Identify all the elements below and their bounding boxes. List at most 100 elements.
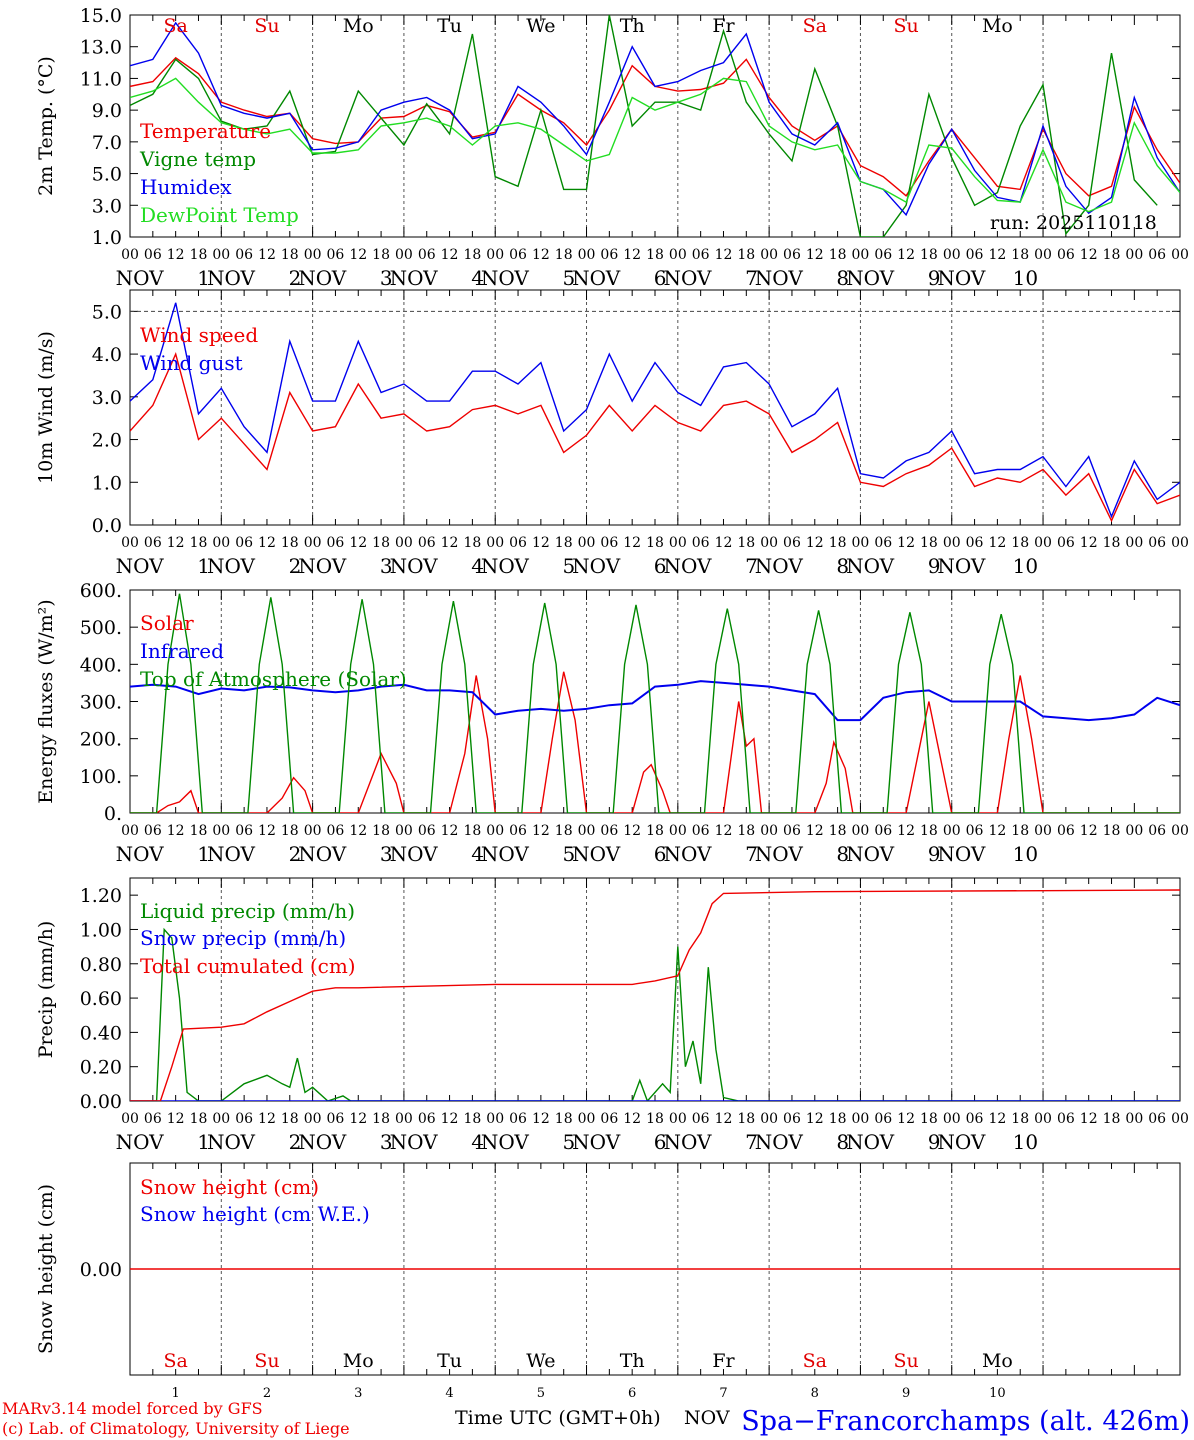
hour-label: 06 <box>235 1111 253 1127</box>
legend-humidex: Humidex <box>140 175 232 199</box>
panels: 1.03.05.07.09.011.013.015.02m Temp. (°C)… <box>35 5 1189 1401</box>
hour-label: 12 <box>806 1111 824 1127</box>
hour-label: 00 <box>212 247 230 263</box>
hour-label: 12 <box>349 247 367 263</box>
hour-label: 12 <box>897 535 915 551</box>
date-month-label: NOV <box>481 1130 530 1154</box>
hour-label: 18 <box>281 247 299 263</box>
hour-label: 00 <box>943 535 961 551</box>
hour-label: 12 <box>806 823 824 839</box>
hour-label: 06 <box>692 535 710 551</box>
hour-label: 18 <box>737 823 755 839</box>
hour-label: 00 <box>1125 823 1143 839</box>
hour-label: 00 <box>943 247 961 263</box>
date-month-label: NOV <box>116 266 165 290</box>
date-day-label: 6 <box>654 266 667 290</box>
hour-label: 12 <box>532 535 550 551</box>
legend-liquid-precip-mm-h-: Liquid precip (mm/h) <box>140 899 355 923</box>
date-month-label: NOV <box>663 554 712 578</box>
hour-label: 00 <box>304 247 322 263</box>
weekday-label: Tu <box>437 1350 462 1372</box>
y-tick-label: 0.80 <box>80 954 122 976</box>
hour-label: 06 <box>509 823 527 839</box>
hour-label: 18 <box>555 247 573 263</box>
date-month-label: NOV <box>298 554 347 578</box>
hour-label: 06 <box>235 535 253 551</box>
panel-5: 0.00 Snow height (cm) Snow height (cm) Snow… <box>35 1162 1181 1401</box>
date-day-label: 4 <box>471 554 484 578</box>
hour-label: 18 <box>1011 535 1029 551</box>
date-day-label: 2 <box>289 554 302 578</box>
date-month-label: NOV <box>116 842 165 866</box>
hour-label: 18 <box>1011 1111 1029 1127</box>
y-tick-label: 0.00 <box>80 1259 122 1281</box>
date-month-label: NOV <box>755 842 804 866</box>
hour-label: 00 <box>1125 1111 1143 1127</box>
date-month-label: NOV <box>937 842 986 866</box>
hour-label: 18 <box>281 823 299 839</box>
hour-label: 12 <box>349 1111 367 1127</box>
hour-label: 00 <box>852 247 870 263</box>
date-day-label: 10 <box>1013 1130 1038 1154</box>
series-line-vigne-temp <box>130 15 1158 237</box>
hour-label: 00 <box>121 823 139 839</box>
hour-label: 12 <box>532 247 550 263</box>
hour-label: 06 <box>1148 247 1166 263</box>
hour-label: 00 <box>212 823 230 839</box>
hour-label: 06 <box>418 535 436 551</box>
y-axis-label: Snow height (cm) <box>35 1184 57 1354</box>
hour-label: 12 <box>1080 247 1098 263</box>
hour-label: 00 <box>669 1111 687 1127</box>
y-tick-label: 500. <box>80 617 122 639</box>
y-tick-label: 13.0 <box>80 37 122 59</box>
hour-label: 06 <box>235 247 253 263</box>
series-line-wind-gust <box>130 302 1180 519</box>
date-month-label: NOV <box>663 1130 712 1154</box>
date-day-label: 5 <box>537 1386 545 1401</box>
hour-label: 06 <box>783 535 801 551</box>
date-day-label: 7 <box>745 842 758 866</box>
hour-label: 06 <box>509 535 527 551</box>
hour-label: 06 <box>783 1111 801 1127</box>
hour-label: 00 <box>486 535 504 551</box>
legend-snow-height-cm-w-e-: Snow height (cm W.E.) <box>140 1202 370 1226</box>
hour-label: 06 <box>692 1111 710 1127</box>
y-tick-label: 0.20 <box>80 1057 122 1079</box>
hour-label: 00 <box>943 1111 961 1127</box>
footer-xlabel: Time UTC (GMT+0h) <box>455 1407 661 1429</box>
hour-label: 00 <box>212 1111 230 1127</box>
weekday-label: Th <box>620 1350 645 1372</box>
legend-snow-precip-mm-h-: Snow precip (mm/h) <box>140 926 346 950</box>
date-month-label: NOV <box>116 1130 165 1154</box>
date-day-label: 10 <box>989 1386 1006 1401</box>
hour-label: 12 <box>441 247 459 263</box>
date-month-label: NOV <box>298 266 347 290</box>
weekday-label: Fr <box>712 15 735 37</box>
y-tick-label: 5.0 <box>92 301 122 323</box>
hour-label: 06 <box>600 1111 618 1127</box>
series-line-total-cumulated-cm- <box>130 889 1180 1101</box>
hour-label: 18 <box>829 1111 847 1127</box>
legend-total-cumulated-cm-: Total cumulated (cm) <box>140 954 356 978</box>
date-day-label: 7 <box>719 1386 727 1401</box>
date-day-label: 2 <box>289 842 302 866</box>
date-day-label: 2 <box>289 266 302 290</box>
hour-label: 00 <box>1171 247 1189 263</box>
hour-label: 00 <box>578 1111 596 1127</box>
date-day-label: 6 <box>654 842 667 866</box>
y-tick-label: 7.0 <box>92 132 122 154</box>
hour-label: 06 <box>966 1111 984 1127</box>
hour-label: 18 <box>1103 823 1121 839</box>
hour-label: 00 <box>395 1111 413 1127</box>
hour-label: 18 <box>555 823 573 839</box>
date-day-label: 1 <box>197 842 210 866</box>
hour-label: 12 <box>897 823 915 839</box>
date-day-label: 10 <box>1013 554 1038 578</box>
hour-label: 12 <box>441 535 459 551</box>
date-month-label: NOV <box>390 266 439 290</box>
date-month-label: NOV <box>298 1130 347 1154</box>
hour-label: 18 <box>190 247 208 263</box>
series-line-wind-speed <box>130 352 1180 523</box>
footer-month: NOV <box>684 1407 730 1429</box>
weekday-label: Mo <box>982 1350 1013 1372</box>
